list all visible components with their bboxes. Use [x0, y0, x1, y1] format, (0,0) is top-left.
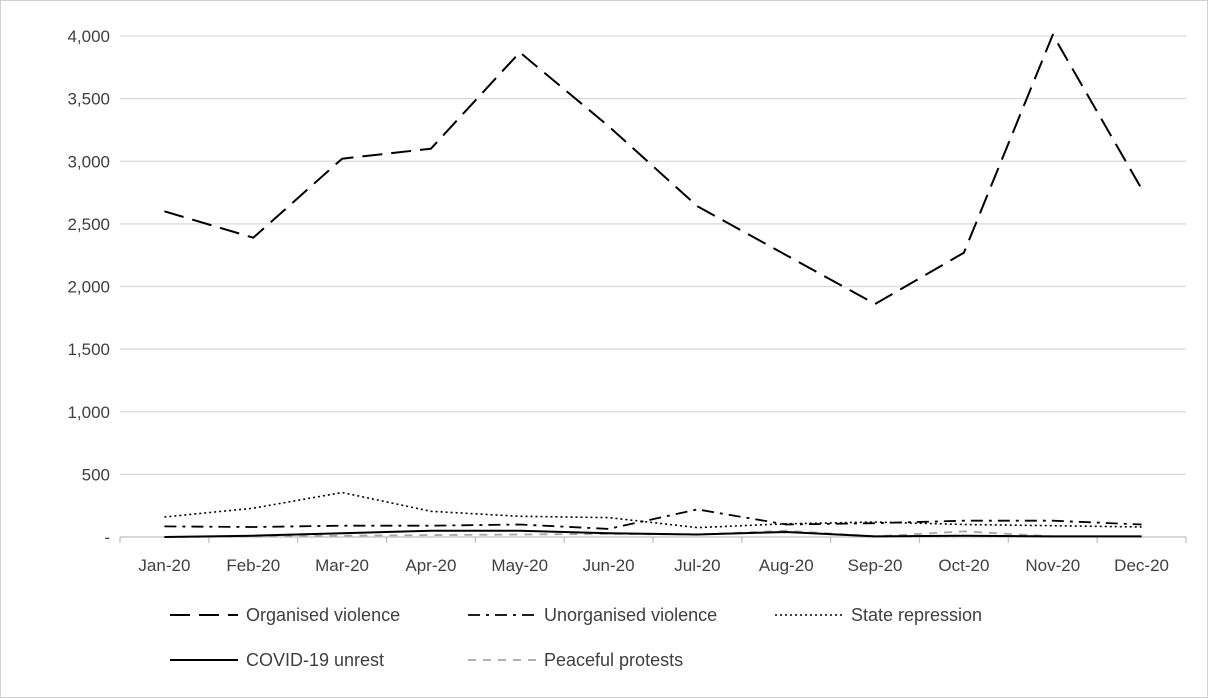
- y-tick-label: 3,500: [67, 90, 110, 109]
- y-tick-label: 500: [82, 465, 110, 484]
- series-line-peaceful-protests: [164, 529, 1142, 538]
- y-tick-label: 4,000: [67, 27, 110, 46]
- x-tick-label: Sep-20: [848, 556, 903, 575]
- x-tick-label: Feb-20: [226, 556, 280, 575]
- legend-label: Unorganised violence: [544, 605, 717, 625]
- x-axis-ticks: Jan-20 Feb-20 Mar-20 Apr-20 May-20 Jun-20 Jul-…: [119, 537, 1187, 575]
- series-lines: [164, 33, 1143, 538]
- y-tick-label: 3,000: [67, 152, 110, 171]
- legend-label: Organised violence: [246, 605, 400, 625]
- x-tick-label: Jan-20: [138, 556, 190, 575]
- series-line-organised-violence: [164, 33, 1143, 305]
- legend-label: State repression: [851, 605, 982, 625]
- legend-label: Peaceful protests: [544, 650, 683, 670]
- x-tick-label: Nov-20: [1025, 556, 1080, 575]
- legend: Organised violence Unorganised violence St…: [170, 605, 982, 670]
- x-tick-label: Jun-20: [583, 556, 635, 575]
- y-tick-label: 2,000: [67, 278, 110, 297]
- series-line-state-repression: [164, 491, 1142, 529]
- x-tick-label: Dec-20: [1114, 556, 1169, 575]
- y-axis-ticks: - 500 1,000 1,500 2,000 2,500 3,000 3,500 4,000: [67, 27, 110, 547]
- x-tick-label: Oct-20: [938, 556, 989, 575]
- y-tick-label: 1,000: [67, 403, 110, 422]
- series-line-unorganised-violence: [164, 508, 1142, 530]
- y-tick-label: 2,500: [67, 215, 110, 234]
- legend-label: COVID-19 unrest: [246, 650, 384, 670]
- x-tick-label: Aug-20: [759, 556, 814, 575]
- series-line-covid-19-unrest: [164, 529, 1142, 538]
- y-tick-label: -: [104, 528, 110, 547]
- x-tick-label: May-20: [491, 556, 548, 575]
- x-tick-label: Apr-20: [405, 556, 456, 575]
- y-tick-label: 1,500: [67, 340, 110, 359]
- x-tick-label: Mar-20: [315, 556, 369, 575]
- gridlines: [120, 35, 1186, 475]
- x-tick-label: Jul-20: [674, 556, 720, 575]
